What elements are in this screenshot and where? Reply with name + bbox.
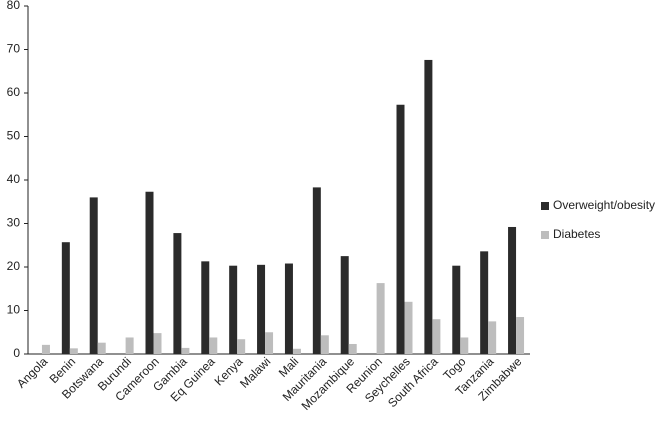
bar bbox=[312, 187, 321, 354]
bar bbox=[237, 339, 246, 354]
bar bbox=[209, 337, 218, 354]
bar bbox=[396, 104, 405, 355]
bar bbox=[452, 265, 461, 354]
bar bbox=[292, 348, 301, 354]
bar bbox=[460, 337, 469, 354]
bar bbox=[181, 347, 190, 354]
bar bbox=[265, 332, 274, 354]
bar bbox=[424, 59, 433, 354]
legend-swatch bbox=[541, 231, 549, 239]
bar bbox=[257, 264, 266, 354]
bar bbox=[125, 337, 134, 354]
y-tick-label: 40 bbox=[7, 172, 21, 186]
bar bbox=[69, 348, 78, 354]
y-tick-label: 50 bbox=[7, 129, 21, 143]
bar bbox=[376, 283, 385, 354]
bar bbox=[480, 251, 489, 354]
bar bbox=[173, 233, 182, 354]
bar bbox=[404, 301, 413, 354]
x-tick-label: Malawi bbox=[237, 354, 273, 390]
bar bbox=[97, 342, 106, 354]
legend-swatch bbox=[541, 202, 549, 210]
y-tick-label: 0 bbox=[13, 346, 20, 360]
y-tick-label: 10 bbox=[7, 303, 21, 317]
bar bbox=[153, 333, 162, 354]
y-tick-label: 60 bbox=[7, 85, 21, 99]
y-tick-label: 70 bbox=[7, 42, 21, 56]
bar bbox=[284, 263, 293, 354]
bar bbox=[89, 197, 98, 354]
bar bbox=[340, 256, 349, 354]
y-tick-label: 20 bbox=[7, 259, 21, 273]
bar bbox=[348, 343, 357, 354]
bar bbox=[41, 344, 50, 354]
bar bbox=[320, 335, 329, 354]
bar bbox=[516, 317, 525, 354]
bar bbox=[229, 265, 238, 354]
legend-label: Overweight/obesity bbox=[553, 198, 655, 212]
bar bbox=[201, 261, 210, 354]
y-tick-label: 30 bbox=[7, 216, 21, 230]
legend-label: Diabetes bbox=[553, 227, 600, 241]
y-tick-label: 80 bbox=[7, 0, 21, 12]
bar bbox=[508, 226, 517, 354]
bar bbox=[61, 242, 70, 354]
bar bbox=[145, 191, 154, 354]
bar bbox=[488, 321, 497, 354]
bar bbox=[432, 319, 441, 354]
